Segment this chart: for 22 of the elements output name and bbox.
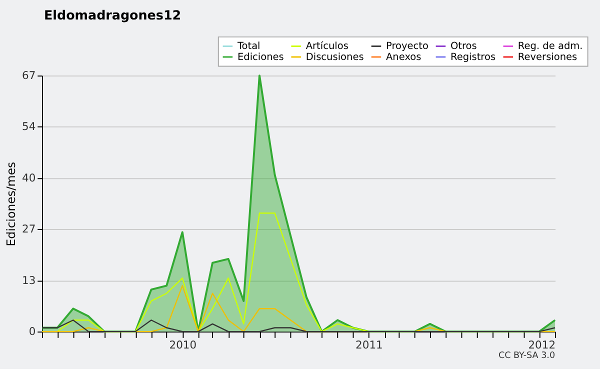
y-tick-label: 0 <box>28 324 36 338</box>
legend-label: Anexos <box>386 52 422 63</box>
legend-label: Reversiones <box>518 52 578 63</box>
y-tick-label: 27 <box>22 222 36 236</box>
y-axis-title: Ediciones/mes <box>4 162 18 246</box>
x-tick-label: 2011 <box>356 338 383 352</box>
y-tick-label: 13 <box>22 274 36 287</box>
y-tick-label: 67 <box>22 68 36 82</box>
legend-label: Otros <box>450 41 477 52</box>
y-tick-label: 40 <box>22 171 36 184</box>
legend-label: Ediciones <box>237 52 284 63</box>
legend-label: Artículos <box>306 41 348 52</box>
x-tick-label: 2010 <box>169 338 197 352</box>
legend-label: Total <box>236 41 260 52</box>
legend-label: Registros <box>450 52 496 63</box>
legend-label: Proyecto <box>386 41 428 52</box>
y-tick-label: 54 <box>22 120 36 134</box>
legend-label: Discusiones <box>306 52 364 63</box>
legend-label: Reg. de adm. <box>518 41 583 52</box>
chart-title: Eldomadragones12 <box>44 7 182 22</box>
text: CC BY-SA 3.0 <box>498 350 556 361</box>
x-tick-label: 2012 <box>528 338 556 352</box>
